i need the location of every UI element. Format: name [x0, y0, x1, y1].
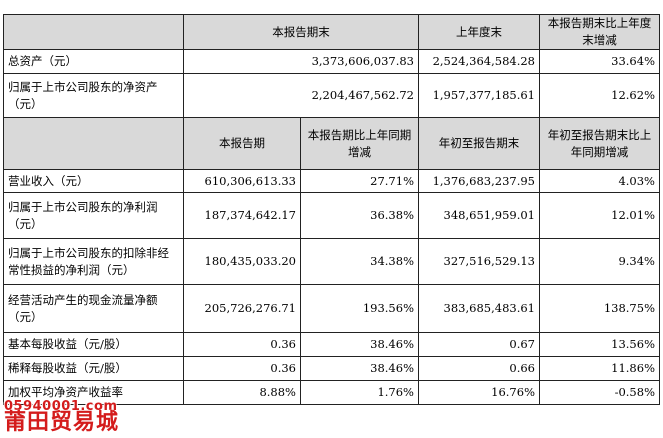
row-label: 归属于上市公司股东的净资产（元）: [3, 73, 184, 118]
value-ytd: 348,651,959.01: [418, 192, 540, 239]
value-period-change: 27.71%: [300, 169, 419, 193]
row-label: 稀释每股收益（元/股）: [3, 356, 184, 381]
value-ytd-change: 13.56%: [539, 332, 660, 357]
value-ytd: 0.67: [418, 332, 540, 357]
value-period: 180,435,033.20: [183, 238, 301, 285]
header-blank-cell: [3, 117, 184, 170]
table-row: 加权平均净资产收益率 8.88% 1.76% 16.76% -0.58%: [3, 380, 660, 405]
value-ytd-change: 138.75%: [539, 284, 660, 333]
header-row-period: 本报告期 本报告期比上年同期增减 年初至报告期末 年初至报告期末比上年同期增减: [3, 117, 660, 170]
row-label: 加权平均净资产收益率: [3, 380, 184, 405]
value-period-change: 38.46%: [300, 356, 419, 381]
value-period: 0.36: [183, 356, 301, 381]
header-blank-cell: [3, 14, 184, 50]
value-ytd: 327,516,529.13: [418, 238, 540, 285]
value-ytd-change: 12.01%: [539, 192, 660, 239]
value-period-change: 36.38%: [300, 192, 419, 239]
header-row-period-end: 本报告期末 上年度末 本报告期末比上年度末增减: [3, 14, 660, 50]
value-current: 3,373,606,037.83: [183, 49, 419, 74]
value-period-change: 193.56%: [300, 284, 419, 333]
value-ytd: 1,376,683,237.95: [418, 169, 540, 193]
value-ytd: 0.66: [418, 356, 540, 381]
row-label: 归属于上市公司股东的净利润（元）: [3, 192, 184, 239]
site-watermark: 05940001.com 莆田贸易城: [4, 400, 119, 434]
value-prior: 2,524,364,584.28: [418, 49, 540, 74]
value-change: 12.62%: [539, 73, 660, 118]
row-label: 经营活动产生的现金流量净额（元）: [3, 284, 184, 333]
table-row: 经营活动产生的现金流量净额（元） 205,726,276.71 193.56% …: [3, 284, 660, 333]
value-period: 205,726,276.71: [183, 284, 301, 333]
table-row: 基本每股收益（元/股） 0.36 38.46% 0.67 13.56%: [3, 332, 660, 357]
value-ytd-change: 9.34%: [539, 238, 660, 285]
value-ytd: 16.76%: [418, 380, 540, 405]
col-header-ytd-change: 年初至报告期末比上年同期增减: [539, 117, 660, 170]
row-label: 总资产（元）: [3, 49, 184, 74]
value-period-change: 38.46%: [300, 332, 419, 357]
col-header-ytd: 年初至报告期末: [418, 117, 540, 170]
financial-data-table: 本报告期末 上年度末 本报告期末比上年度末增减 总资产（元） 3,373,606…: [3, 14, 660, 405]
value-period: 610,306,613.33: [183, 169, 301, 193]
row-label: 基本每股收益（元/股）: [3, 332, 184, 357]
col-header-prior-year-end: 上年度末: [418, 14, 540, 50]
col-header-period-change: 本报告期比上年同期增减: [300, 117, 419, 170]
watermark-brand: 莆田贸易城: [4, 410, 120, 435]
value-ytd: 383,685,483.61: [418, 284, 540, 333]
value-change: 33.64%: [539, 49, 660, 74]
value-ytd-change: 4.03%: [539, 169, 660, 193]
col-header-change: 本报告期末比上年度末增减: [539, 14, 660, 50]
value-period: 8.88%: [183, 380, 301, 405]
value-period-change: 34.38%: [300, 238, 419, 285]
value-prior: 1,957,377,185.61: [418, 73, 540, 118]
row-label: 营业收入（元）: [3, 169, 184, 193]
value-current: 2,204,467,562.72: [183, 73, 419, 118]
col-header-current-period-end: 本报告期末: [183, 14, 419, 50]
table-row: 总资产（元） 3,373,606,037.83 2,524,364,584.28…: [3, 49, 660, 74]
table-row: 归属于上市公司股东的扣除非经常性损益的净利润（元） 180,435,033.20…: [3, 238, 660, 285]
value-period-change: 1.76%: [300, 380, 419, 405]
value-period: 0.36: [183, 332, 301, 357]
col-header-current-period: 本报告期: [183, 117, 301, 170]
table-row: 归属于上市公司股东的净资产（元） 2,204,467,562.72 1,957,…: [3, 73, 660, 118]
table-row: 归属于上市公司股东的净利润（元） 187,374,642.17 36.38% 3…: [3, 192, 660, 239]
table-row: 营业收入（元） 610,306,613.33 27.71% 1,376,683,…: [3, 169, 660, 193]
value-ytd-change: 11.86%: [539, 356, 660, 381]
row-label: 归属于上市公司股东的扣除非经常性损益的净利润（元）: [3, 238, 184, 285]
value-period: 187,374,642.17: [183, 192, 301, 239]
value-ytd-change: -0.58%: [539, 380, 660, 405]
table-row: 稀释每股收益（元/股） 0.36 38.46% 0.66 11.86%: [3, 356, 660, 381]
